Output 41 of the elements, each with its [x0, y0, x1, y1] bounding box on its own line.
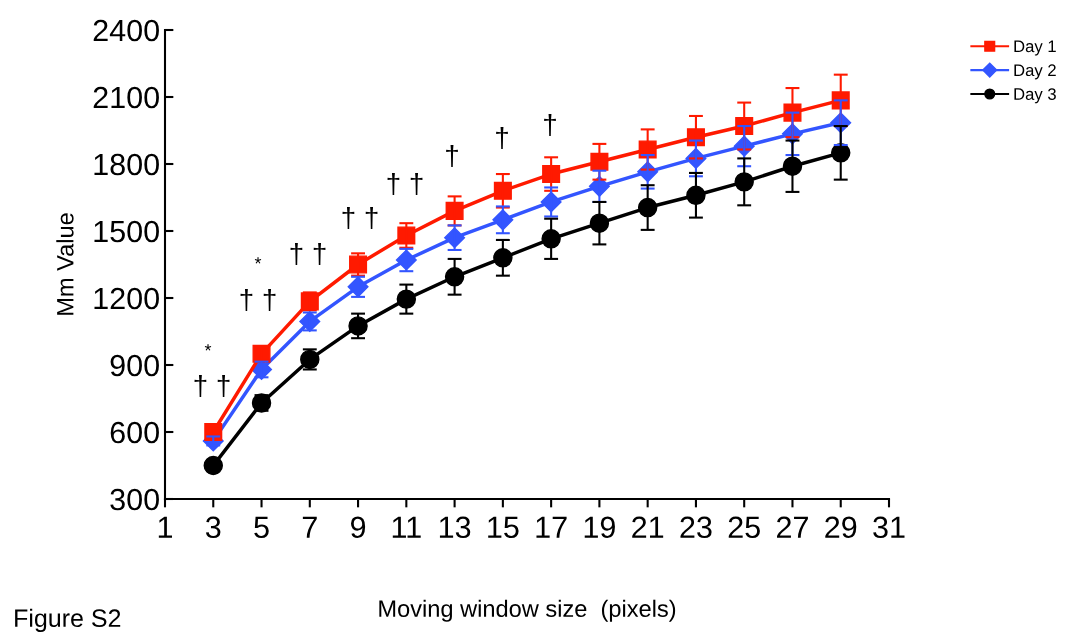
y-tick-label: 1200 — [94, 287, 159, 310]
annotation: † † — [342, 207, 378, 230]
annotation: † — [544, 114, 556, 137]
legend-label: Day 2 — [1014, 64, 1056, 80]
y-tick-label: 2400 — [93, 19, 159, 42]
y-tick-label: 600 — [110, 421, 159, 444]
y-tick-label: 2100 — [93, 86, 159, 109]
x-tick-label: 3 — [205, 516, 221, 539]
annotation: † † — [194, 375, 230, 398]
x-axis-title: Moving window size (pixels) — [379, 599, 676, 622]
x-tick-label: 13 — [439, 516, 471, 539]
annotation: * — [254, 257, 262, 264]
legend-label: Day 3 — [1014, 88, 1056, 104]
x-tick-label: 25 — [728, 516, 760, 539]
caption: Figure S2 — [15, 608, 121, 632]
x-tick-label: 15 — [488, 516, 519, 539]
x-tick-label: 31 — [873, 516, 905, 539]
x-tick-label: 9 — [351, 516, 366, 539]
point — [349, 255, 368, 274]
annotation: * — [204, 344, 212, 351]
x-tick-label: 11 — [392, 516, 421, 538]
x-tick-label: 29 — [825, 516, 857, 539]
annotation: † — [446, 145, 458, 168]
y-tick-label: 300 — [110, 488, 159, 511]
x-tick-label: 1 — [158, 516, 173, 538]
annotation: † — [496, 127, 508, 150]
annotation: † † — [387, 173, 423, 196]
y-axis-title: Mm Value — [56, 213, 74, 315]
x-tick-label: 7 — [302, 516, 317, 538]
legend-label: Day 1 — [1014, 40, 1056, 56]
y-tick-label: 1800 — [94, 153, 159, 176]
x-tick-label: 23 — [680, 516, 712, 539]
x-tick-label: 17 — [536, 516, 567, 538]
x-tick-label: 27 — [777, 516, 808, 538]
annotation: † † — [240, 289, 276, 312]
y-tick-label: 1500 — [94, 220, 159, 243]
x-tick-label: 19 — [584, 516, 615, 539]
annotation: † † — [290, 243, 326, 266]
x-tick-label: 21 — [632, 516, 664, 538]
y-tick-label: 900 — [110, 354, 159, 377]
x-tick-label: 5 — [254, 516, 269, 539]
